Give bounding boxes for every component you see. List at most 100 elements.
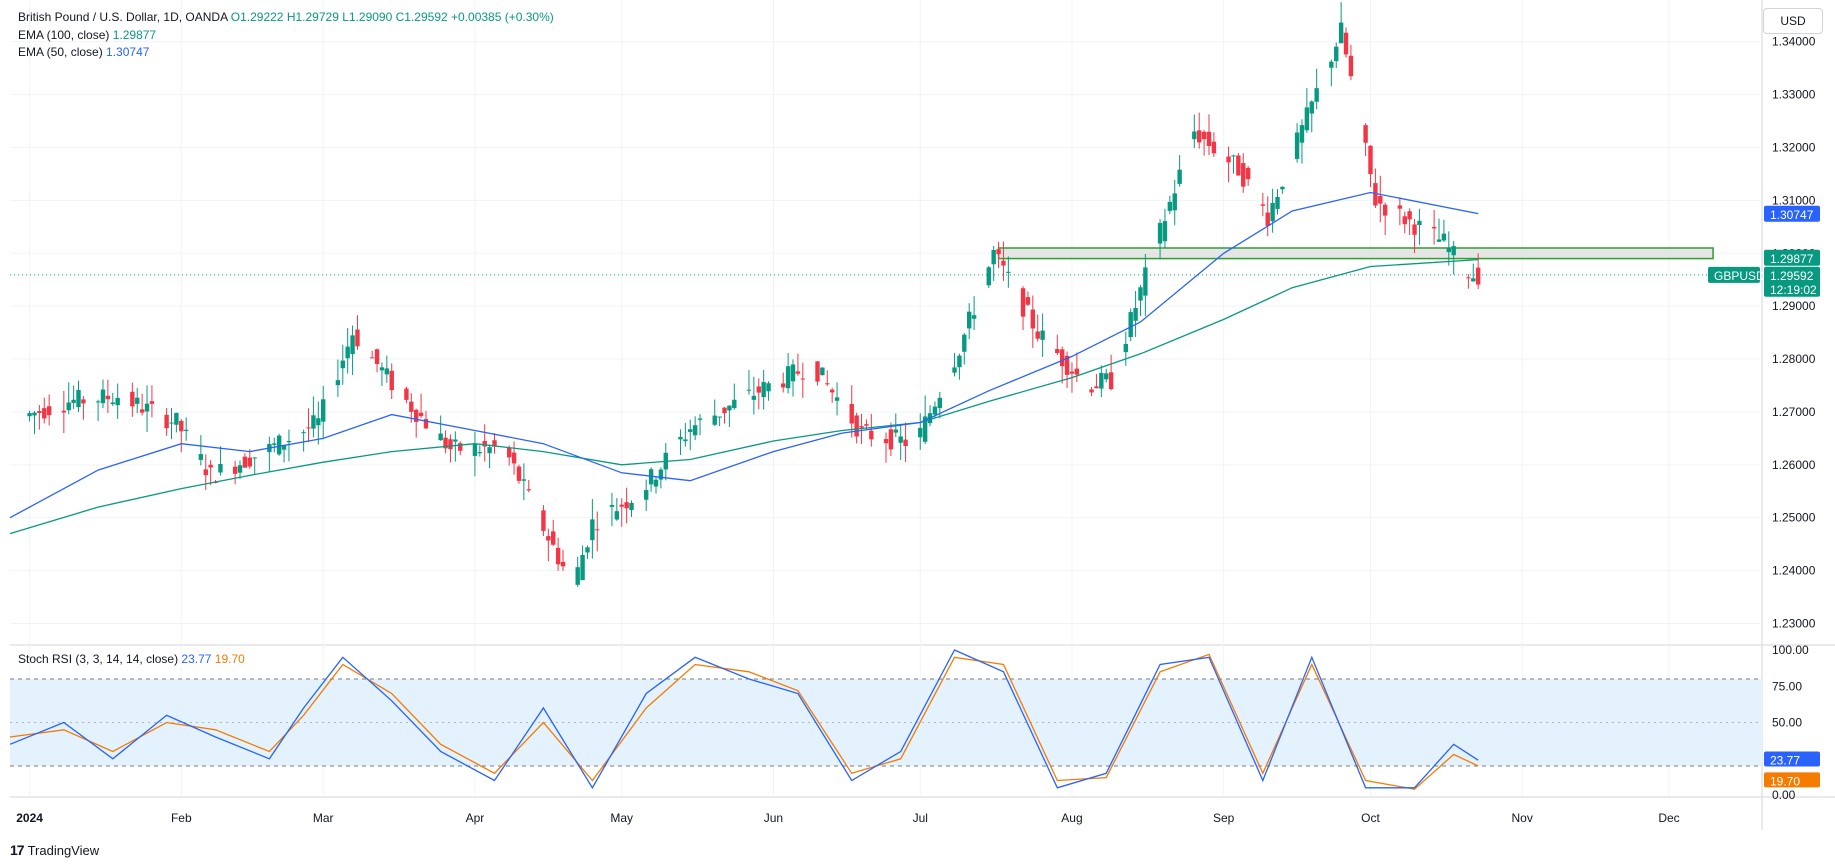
candle-body: [340, 360, 345, 369]
candle-body: [1162, 221, 1168, 242]
candle-body: [1236, 155, 1241, 176]
candle-body: [81, 399, 86, 404]
change-value: +0.00385 (+0.30%): [451, 10, 554, 24]
candle-body: [71, 399, 76, 403]
stoch-label: Stoch RSI (3, 3, 14, 14, close): [18, 652, 179, 666]
candle-body: [717, 416, 722, 418]
candle-body: [1025, 297, 1031, 305]
candles-group: [27, 2, 1481, 587]
tradingview-logo-icon: 17: [10, 842, 25, 858]
candle-body: [32, 412, 37, 416]
candle-body: [859, 426, 864, 428]
time-tick-label: Nov: [1512, 811, 1533, 825]
candle-body: [644, 490, 649, 500]
stoch-k-line: [9, 649, 1479, 790]
candle-body: [1397, 205, 1403, 209]
candle-body: [95, 401, 101, 403]
ema100-label: EMA (100, close): [18, 28, 110, 42]
candle-body: [952, 367, 957, 373]
candle-body: [575, 567, 580, 585]
candle-body: [898, 436, 903, 443]
price-tick-label: 1.23000: [1772, 616, 1816, 630]
candle-body: [1280, 186, 1285, 190]
candle-body: [1471, 278, 1476, 282]
time-tick-label: May: [610, 811, 633, 825]
symbol-price-badge-bg: [1708, 266, 1760, 283]
candle-body: [458, 443, 463, 451]
stoch-k-badge: 23.77: [1764, 751, 1820, 768]
candle-body: [198, 454, 204, 460]
ema50-legend[interactable]: EMA (50, close) 1.30747: [18, 45, 149, 59]
candle-body: [1197, 130, 1202, 143]
candle-body: [795, 371, 801, 374]
price-tick-label: 1.25000: [1772, 511, 1816, 525]
time-tick-label: Oct: [1361, 811, 1380, 825]
candle-body: [76, 390, 81, 408]
time-tick-label: Apr: [466, 811, 485, 825]
candle-body: [692, 425, 698, 436]
candle-body: [595, 529, 600, 531]
candle-body: [183, 429, 189, 431]
candle-body: [869, 430, 874, 440]
close-value: C1.29592: [395, 10, 448, 24]
candle-body: [658, 469, 664, 480]
candle-body: [453, 439, 458, 442]
candle-body: [966, 311, 972, 329]
candle-body: [208, 464, 213, 468]
candle-body: [1172, 193, 1177, 211]
candle-body: [1402, 216, 1407, 225]
candle-body: [252, 457, 257, 459]
candle-body: [1231, 155, 1236, 157]
candle-body: [423, 419, 429, 429]
stoch-d-badge-bg: [1764, 772, 1820, 788]
time-tick-label: Jun: [764, 811, 783, 825]
candle-body: [790, 364, 796, 382]
ema100-price-badge: 1.29877: [1764, 249, 1820, 266]
candle-body: [1466, 277, 1471, 279]
stoch-k-value: 23.77: [181, 652, 212, 666]
candle-body: [918, 427, 923, 438]
candle-body: [1059, 349, 1065, 367]
candle-body: [1123, 343, 1128, 353]
candle-body: [766, 383, 771, 392]
candle-body: [1040, 330, 1045, 340]
price-tick-label: 1.29000: [1772, 299, 1816, 313]
last-price-badge-text: 12:19:02: [1770, 283, 1817, 297]
candle-body: [761, 382, 766, 398]
candle-body: [409, 401, 414, 412]
ema50-price-badge-text: 1.30747: [1770, 208, 1814, 222]
candle-body: [46, 406, 52, 416]
candle-body: [272, 443, 277, 445]
candle-body: [448, 439, 453, 450]
candle-body: [551, 531, 556, 545]
candle-body: [820, 367, 825, 376]
candle-body: [815, 361, 820, 382]
open-value: O1.29222: [230, 10, 284, 24]
candle-body: [683, 439, 688, 442]
candle-body: [580, 555, 585, 581]
candle-body: [1348, 55, 1354, 77]
candle-body: [1304, 107, 1310, 131]
currency-button[interactable]: USD: [1763, 8, 1823, 34]
stoch-legend[interactable]: Stoch RSI (3, 3, 14, 14, close) 23.77 19…: [18, 652, 245, 666]
tradingview-logo[interactable]: 17 TradingView: [10, 842, 99, 858]
candle-body: [849, 403, 854, 424]
candle-body: [301, 432, 306, 434]
candle-body: [962, 334, 967, 352]
ema50-value: 1.30747: [106, 45, 150, 59]
candle-body: [555, 547, 561, 565]
time-tick-label: Sep: [1213, 811, 1235, 825]
candle-body: [712, 415, 717, 425]
candle-body: [732, 399, 737, 409]
ema100-legend[interactable]: EMA (100, close) 1.29877: [18, 28, 156, 42]
candle-body: [1143, 267, 1148, 296]
candle-body: [1436, 239, 1442, 242]
candle-body: [369, 357, 375, 359]
candle-body: [829, 389, 835, 393]
candle-body: [996, 249, 1001, 255]
candle-body: [115, 397, 120, 406]
candle-body: [413, 409, 419, 422]
candle-body: [242, 456, 248, 468]
candle-body: [281, 445, 287, 450]
